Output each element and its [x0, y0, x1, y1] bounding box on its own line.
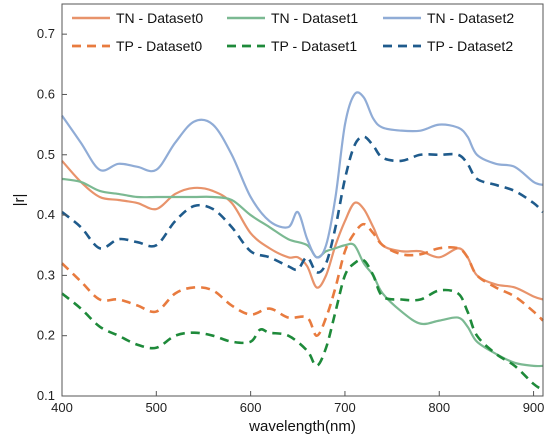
y-tick-label: 0.2: [37, 328, 55, 343]
x-axis-title: wavelength(nm): [248, 418, 356, 435]
legend-item-tp-dataset0: TP - Dataset0: [72, 38, 202, 54]
y-axis: 0.1 0.2 0.3 0.4 0.5 0.6 0.7: [37, 26, 67, 403]
plot-lines: [61, 91, 544, 392]
series-line-tp-dataset1: [61, 258, 544, 392]
series-line-tn-dataset0: [61, 160, 544, 301]
series-line-tp-dataset0: [61, 222, 544, 337]
y-tick-label: 0.5: [37, 147, 55, 162]
legend-item-tn-dataset2: TN - Dataset2: [383, 10, 514, 26]
series-line-tn-dataset1: [61, 177, 544, 368]
legend-label: TN - Dataset2: [427, 10, 514, 26]
x-tick-label: 700: [334, 400, 356, 415]
y-tick-label: 0.1: [37, 388, 55, 403]
legend: TN - Dataset0 TN - Dataset1 TN - Dataset2 T…: [72, 10, 514, 54]
legend-label: TP - Dataset0: [116, 38, 202, 54]
x-tick-label: 900: [523, 400, 545, 415]
y-tick-label: 0.3: [37, 267, 55, 282]
y-axis-title: |r|: [11, 194, 28, 207]
series-line-tp-dataset2: [61, 135, 544, 274]
legend-label: TP - Dataset2: [427, 38, 513, 54]
x-tick-label: 400: [51, 400, 73, 415]
y-tick-label: 0.4: [37, 207, 55, 222]
legend-item-tn-dataset0: TN - Dataset0: [72, 10, 203, 26]
legend-label: TP - Dataset1: [271, 38, 357, 54]
x-tick-label: 800: [428, 400, 450, 415]
x-tick-label: 500: [145, 400, 167, 415]
legend-item-tn-dataset1: TN - Dataset1: [227, 10, 358, 26]
legend-label: TN - Dataset1: [271, 10, 358, 26]
legend-item-tp-dataset2: TP - Dataset2: [383, 38, 513, 54]
plot-frame: [61, 3, 544, 397]
series-line-tn-dataset2: [61, 91, 544, 259]
y-tick-label: 0.7: [37, 26, 55, 41]
x-axis: 400 500 600 700 800 900: [51, 391, 544, 415]
y-tick-label: 0.6: [37, 86, 55, 101]
x-tick-label: 600: [240, 400, 262, 415]
legend-label: TN - Dataset0: [116, 10, 203, 26]
legend-item-tp-dataset1: TP - Dataset1: [227, 38, 357, 54]
